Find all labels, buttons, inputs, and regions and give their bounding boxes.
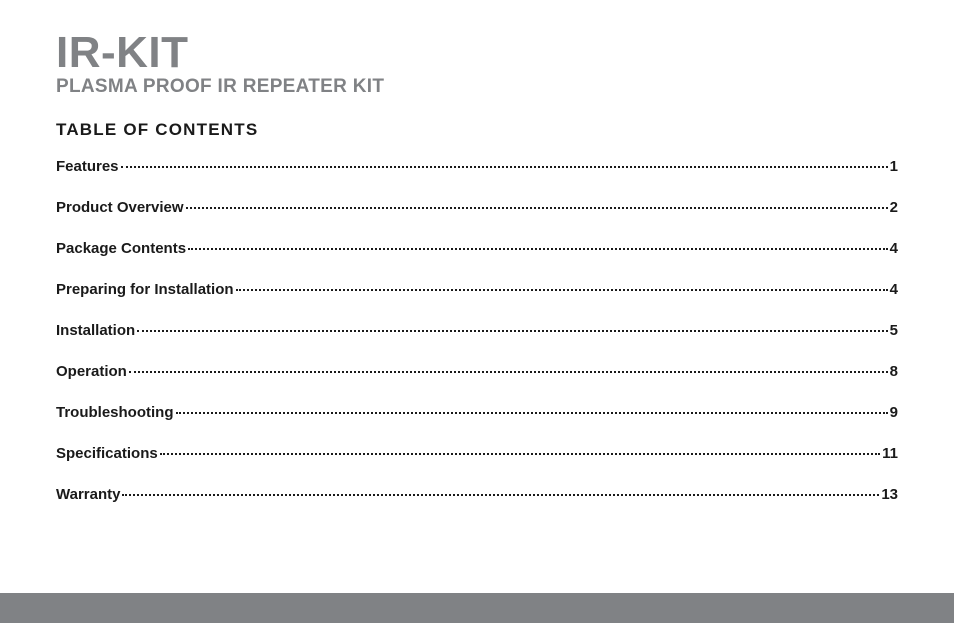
toc-leader-dots [160, 453, 880, 455]
toc-item-page: 4 [890, 240, 898, 257]
toc-leader-dots [176, 412, 888, 414]
toc-item: Specifications 11 [56, 445, 898, 462]
toc-item-page: 2 [890, 199, 898, 216]
content-area: IR-KIT PLASMA PROOF IR REPEATER KIT TABL… [0, 0, 954, 503]
toc-list: Features 1 Product Overview 2 Package Co… [56, 158, 898, 503]
toc-item: Operation 8 [56, 363, 898, 380]
document-title: IR-KIT [56, 28, 898, 78]
toc-item-page: 13 [881, 486, 898, 503]
toc-leader-dots [129, 371, 888, 373]
toc-item-label: Operation [56, 363, 127, 380]
toc-item: Warranty 13 [56, 486, 898, 503]
toc-item-page: 1 [890, 158, 898, 175]
toc-item: Installation 5 [56, 322, 898, 339]
toc-item-page: 9 [890, 404, 898, 421]
toc-leader-dots [121, 166, 888, 168]
toc-item: Preparing for Installation 4 [56, 281, 898, 298]
toc-item-label: Product Overview [56, 199, 184, 216]
toc-item: Features 1 [56, 158, 898, 175]
toc-item-label: Installation [56, 322, 135, 339]
toc-item-label: Specifications [56, 445, 158, 462]
toc-item-label: Features [56, 158, 119, 175]
toc-item-page: 5 [890, 322, 898, 339]
toc-leader-dots [188, 248, 888, 250]
toc-item-label: Warranty [56, 486, 120, 503]
toc-item: Troubleshooting 9 [56, 404, 898, 421]
toc-item-page: 11 [882, 445, 898, 462]
toc-leader-dots [186, 207, 888, 209]
toc-item-page: 4 [890, 281, 898, 298]
document-page: IR-KIT PLASMA PROOF IR REPEATER KIT TABL… [0, 0, 954, 623]
toc-heading: TABLE OF CONTENTS [56, 120, 898, 140]
toc-item-label: Troubleshooting [56, 404, 174, 421]
toc-leader-dots [122, 494, 879, 496]
footer-bar [0, 593, 954, 623]
toc-item-label: Package Contents [56, 240, 186, 257]
toc-item: Package Contents 4 [56, 240, 898, 257]
toc-item-page: 8 [890, 363, 898, 380]
document-subtitle: PLASMA PROOF IR REPEATER KIT [56, 76, 898, 98]
toc-leader-dots [137, 330, 887, 332]
toc-item: Product Overview 2 [56, 199, 898, 216]
toc-leader-dots [236, 289, 888, 291]
toc-item-label: Preparing for Installation [56, 281, 234, 298]
